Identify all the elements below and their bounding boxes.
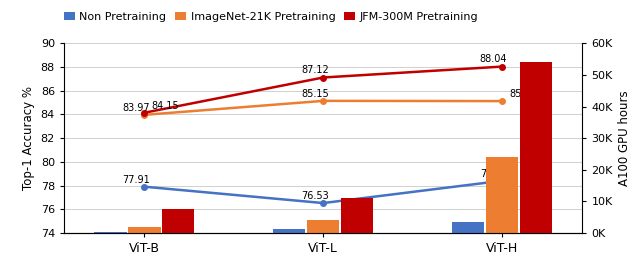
- Bar: [94, 232, 127, 233]
- Bar: [129, 227, 161, 233]
- Text: 76.53: 76.53: [301, 191, 329, 201]
- Text: 77.91: 77.91: [122, 175, 150, 185]
- Y-axis label: A100 GPU hours: A100 GPU hours: [618, 91, 631, 186]
- Y-axis label: Top-1 Accuracy %: Top-1 Accuracy %: [22, 86, 35, 190]
- Text: 78.41: 78.41: [480, 169, 508, 179]
- Text: 83.97: 83.97: [122, 103, 150, 113]
- Bar: [163, 209, 195, 233]
- Text: 85.13: 85.13: [509, 89, 536, 99]
- Bar: [452, 222, 484, 233]
- Bar: [341, 198, 373, 233]
- Legend: Non Pretraining, ImageNet-21K Pretraining, JFM-300M Pretraining: Non Pretraining, ImageNet-21K Pretrainin…: [59, 7, 483, 26]
- Bar: [520, 62, 552, 233]
- Bar: [486, 157, 518, 233]
- Bar: [273, 229, 305, 233]
- Text: 88.04: 88.04: [480, 54, 508, 64]
- Text: 87.12: 87.12: [301, 65, 329, 75]
- Bar: [307, 220, 339, 233]
- Text: 84.15: 84.15: [152, 101, 179, 111]
- Text: 85.15: 85.15: [301, 89, 329, 99]
